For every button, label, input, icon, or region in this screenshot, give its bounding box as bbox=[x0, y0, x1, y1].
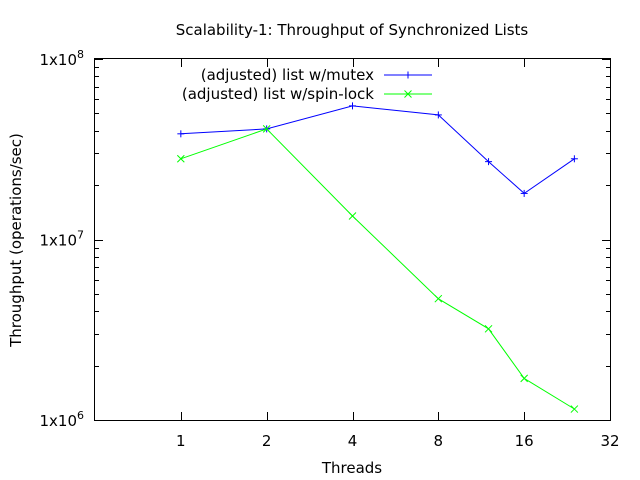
x-tick-label: 8 bbox=[434, 432, 444, 450]
data-point bbox=[404, 90, 412, 98]
x-tick-label: 32 bbox=[600, 432, 619, 450]
x-tick-label: 2 bbox=[262, 432, 272, 450]
legend-label: (adjusted) list w/mutex bbox=[201, 66, 374, 84]
series-line bbox=[180, 105, 575, 195]
x-tick-label: 16 bbox=[515, 432, 534, 450]
chart-title: Scalability-1: Throughput of Synchronize… bbox=[176, 21, 529, 39]
data-point bbox=[434, 111, 442, 119]
data-point bbox=[177, 130, 185, 138]
y-tick-label: 1x108 bbox=[39, 48, 84, 69]
series-line bbox=[180, 128, 575, 410]
y-tick-label-base: 1x10 bbox=[39, 412, 77, 430]
data-point bbox=[434, 294, 443, 303]
series-layer bbox=[176, 102, 579, 413]
y-tick-label-exponent: 6 bbox=[77, 409, 84, 422]
y-tick-label-exponent: 7 bbox=[77, 229, 84, 242]
y-tick-label-base: 1x10 bbox=[39, 232, 77, 250]
data-point bbox=[348, 212, 357, 220]
y-tick-label-base: 1x10 bbox=[39, 51, 77, 69]
legend: (adjusted) list w/mutex(adjusted) list w… bbox=[182, 66, 432, 103]
data-point bbox=[176, 154, 185, 163]
x-axis-label: Threads bbox=[321, 459, 382, 477]
data-point bbox=[520, 189, 528, 197]
x-axis-ticks: 1 2 4 8 16 32 bbox=[176, 59, 620, 450]
y-axis-label: Throughput (operations/sec) bbox=[7, 133, 25, 348]
legend-label: (adjusted) list w/spin-lock bbox=[182, 85, 374, 103]
series-mutex bbox=[177, 102, 578, 197]
data-point bbox=[570, 405, 579, 413]
data-point bbox=[262, 125, 271, 133]
plot-frame bbox=[94, 58, 611, 421]
data-point bbox=[349, 102, 356, 110]
series-spin-lock bbox=[176, 125, 579, 413]
data-point bbox=[484, 324, 493, 333]
data-point bbox=[520, 374, 529, 383]
x-tick-label: 1 bbox=[176, 432, 186, 450]
y-tick-label: 1x107 bbox=[39, 229, 84, 250]
data-point bbox=[485, 158, 493, 166]
y-tick-label: 1x106 bbox=[39, 409, 84, 430]
y-tick-label-exponent: 8 bbox=[77, 48, 84, 61]
data-point bbox=[570, 155, 578, 163]
x-tick-label: 4 bbox=[348, 432, 358, 450]
data-point bbox=[404, 71, 412, 79]
